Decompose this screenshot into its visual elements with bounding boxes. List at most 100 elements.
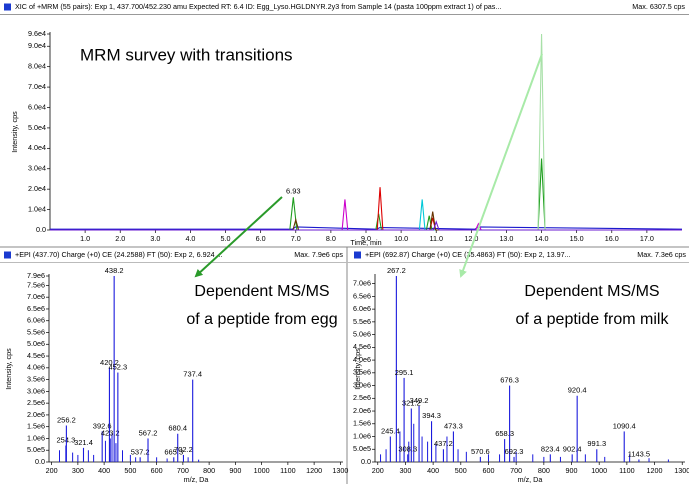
y-tick-label: 5.0e6 — [27, 339, 45, 348]
peak-label: 6.93 — [286, 186, 301, 195]
y-tick-label: 0.0 — [36, 225, 46, 234]
x-tick-label: 6.0 — [256, 234, 266, 243]
peak-label: 295.1 — [395, 368, 414, 377]
peak-label: 665.3 — [164, 447, 183, 456]
y-tick-label: 7.0e6 — [353, 279, 371, 288]
y-tick-label: 7.0e6 — [27, 292, 45, 301]
y-tick-label: 6.5e6 — [353, 291, 371, 300]
peak-label: 902.4 — [563, 444, 582, 453]
annotation: of a peptide from egg — [186, 311, 337, 328]
annotation: of a peptide from milk — [516, 311, 670, 328]
peak-label: 676.3 — [500, 376, 519, 385]
y-axis-label: Intensity, cps — [4, 348, 13, 390]
y-tick-label: 9.6e4 — [28, 29, 46, 38]
y-tick-label: 1.5e6 — [353, 419, 371, 428]
y-tick-label: 2.0e6 — [27, 410, 45, 419]
annotation: MRM survey with transitions — [80, 45, 293, 64]
y-tick-label: 7.0e4 — [28, 82, 46, 91]
x-tick-label: 10.0 — [394, 234, 408, 243]
header-icon — [4, 251, 11, 259]
y-tick-label: 3.5e6 — [353, 368, 371, 377]
x-axis-label: Time, min — [350, 238, 381, 247]
y-tick-label: 6.5e6 — [27, 304, 45, 313]
x-tick-label: 400 — [98, 466, 110, 475]
x-tick-label: 4.0 — [185, 234, 195, 243]
y-tick-label: 6.0e4 — [28, 102, 46, 111]
x-tick-label: 9.0 — [361, 234, 371, 243]
peak-label: 420.2 — [100, 358, 119, 367]
y-tick-label: 5.0e5 — [353, 444, 371, 453]
x-tick-label: 300 — [72, 466, 84, 475]
y-tick-label: 4.5e6 — [353, 342, 371, 351]
y-tick-label: 0.0 — [361, 457, 371, 466]
x-tick-label: 5.0 — [221, 234, 231, 243]
x-tick-label: 15.0 — [570, 234, 584, 243]
x-tick-label: 7.0 — [291, 234, 301, 243]
peak-label: 702.2 — [174, 445, 193, 454]
max-label: Max. 7.9e6 cps — [294, 250, 343, 259]
y-tick-label: 4.5e6 — [27, 351, 45, 360]
y-tick-label: 6.0e6 — [353, 304, 371, 313]
x-tick-label: 17.0 — [640, 234, 654, 243]
y-tick-label: 3.0e6 — [27, 386, 45, 395]
peak-label: 567.2 — [139, 428, 158, 437]
y-tick-label: 7.9e6 — [27, 271, 45, 280]
peak-label: 1143.5 — [628, 449, 650, 458]
y-tick-label: 3.0e6 — [353, 380, 371, 389]
y-tick-label: 2.0e6 — [353, 406, 371, 415]
y-tick-label: 2.5e6 — [353, 393, 371, 402]
peak-label: 308.3 — [398, 444, 417, 453]
arrow — [194, 196, 283, 278]
x-tick-label: 200 — [46, 466, 58, 475]
x-tick-label: 3.0 — [150, 234, 160, 243]
y-tick-label: 7.5e6 — [27, 280, 45, 289]
annotation: Dependent MS/MS — [194, 283, 329, 300]
x-tick-label: 700 — [510, 466, 522, 475]
x-tick-label: 300 — [399, 466, 411, 475]
chart-title: +EPI (437.70) Charge (+0) CE (24.2588) F… — [15, 250, 223, 259]
peak-label: 473.3 — [444, 421, 463, 430]
peak-label: 321.4 — [74, 438, 93, 447]
y-tick-label: 5.5e6 — [353, 317, 371, 326]
y-tick-label: 1.5e6 — [27, 422, 45, 431]
x-tick-label: 400 — [427, 466, 439, 475]
peak-label: 658.3 — [495, 429, 514, 438]
x-tick-label: 12.0 — [464, 234, 478, 243]
x-tick-label: 500 — [124, 466, 136, 475]
x-tick-label: 1000 — [254, 466, 270, 475]
y-tick-label: 1.0e4 — [28, 204, 46, 213]
x-tick-label: 800 — [538, 466, 550, 475]
chart-panel: +EPI (437.70) Charge (+0) CE (24.2588) F… — [4, 250, 348, 484]
peak-label: 349.2 — [410, 396, 429, 405]
y-tick-label: 1.0e6 — [27, 433, 45, 442]
y-tick-label: 1.0e6 — [353, 431, 371, 440]
y-tick-label: 5.5e6 — [27, 327, 45, 336]
chart-panel: XIC of +MRM (55 pairs): Exp 1, 437.700/4… — [4, 2, 685, 247]
peak-label: 537.2 — [131, 447, 150, 456]
y-tick-label: 8.0e4 — [28, 62, 46, 71]
y-tick-label: 3.5e6 — [27, 375, 45, 384]
xic-trace — [50, 220, 682, 231]
y-axis-label: Intensity, cps — [10, 111, 19, 153]
x-tick-label: 500 — [455, 466, 467, 475]
max-label: Max. 7.3e6 cps — [637, 250, 686, 259]
y-tick-label: 4.0e6 — [353, 355, 371, 364]
x-tick-label: 13.0 — [499, 234, 513, 243]
y-tick-label: 2.0e4 — [28, 184, 46, 193]
charts: XIC of +MRM (55 pairs): Exp 1, 437.700/4… — [4, 2, 689, 484]
max-label: Max. 6307.5 cps — [632, 2, 685, 11]
y-axis-label: Intensity, cps — [353, 348, 362, 390]
x-tick-label: 16.0 — [605, 234, 619, 243]
chart-panel: +EPI (692.87) Charge (+0) CE (35.4863) F… — [353, 250, 689, 484]
peak-label: 392.6 — [93, 421, 112, 430]
peak-label: 991.3 — [587, 439, 606, 448]
x-tick-label: 900 — [566, 466, 578, 475]
x-tick-label: 900 — [229, 466, 241, 475]
y-tick-label: 0.0 — [35, 457, 45, 466]
x-tick-label: 2.0 — [115, 234, 125, 243]
x-tick-label: 1200 — [306, 466, 322, 475]
peak-label: 423.2 — [101, 428, 120, 437]
chart-title: XIC of +MRM (55 pairs): Exp 1, 437.700/4… — [15, 2, 501, 11]
